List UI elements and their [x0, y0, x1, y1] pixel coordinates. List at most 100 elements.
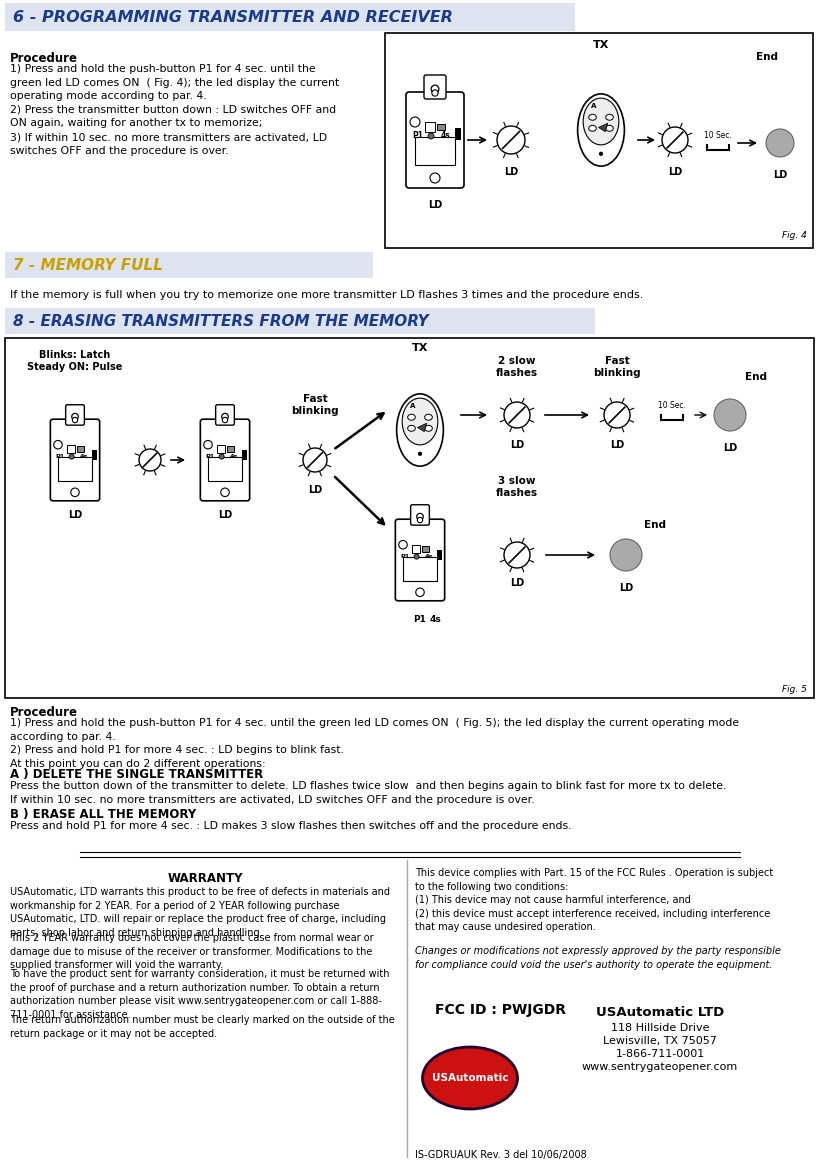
- Bar: [227, 447, 233, 452]
- FancyBboxPatch shape: [201, 419, 250, 501]
- Circle shape: [418, 517, 423, 523]
- Bar: [208, 457, 242, 481]
- Circle shape: [599, 152, 603, 156]
- Circle shape: [303, 448, 327, 471]
- Circle shape: [418, 452, 422, 456]
- Circle shape: [204, 440, 212, 449]
- Text: Procedure: Procedure: [10, 53, 78, 65]
- Circle shape: [610, 539, 642, 571]
- Text: This device complies with Part. 15 of the FCC Rules . Operation is subject
to th: This device complies with Part. 15 of th…: [415, 868, 773, 932]
- Circle shape: [410, 117, 420, 127]
- Text: LD: LD: [610, 440, 624, 450]
- FancyBboxPatch shape: [215, 405, 234, 425]
- FancyBboxPatch shape: [50, 419, 100, 501]
- Text: 118 Hillside Drive: 118 Hillside Drive: [611, 1023, 709, 1033]
- Bar: [403, 558, 437, 581]
- Circle shape: [219, 454, 224, 459]
- Ellipse shape: [396, 394, 443, 466]
- Text: Fig. 5: Fig. 5: [782, 685, 807, 694]
- Text: LD: LD: [773, 170, 787, 180]
- Text: Fig. 4: Fig. 4: [782, 231, 807, 239]
- Circle shape: [504, 541, 530, 568]
- Text: LD: LD: [428, 200, 442, 210]
- Ellipse shape: [589, 114, 596, 120]
- Text: 10 Sec.: 10 Sec.: [704, 131, 732, 140]
- Circle shape: [431, 85, 439, 93]
- Text: LD: LD: [723, 443, 737, 453]
- Bar: [58, 457, 92, 481]
- Bar: [422, 546, 428, 552]
- Circle shape: [432, 90, 438, 96]
- Text: LD: LD: [667, 167, 682, 177]
- Text: 3 slow
flashes: 3 slow flashes: [496, 476, 538, 498]
- Text: 4s: 4s: [80, 454, 88, 459]
- Circle shape: [399, 540, 407, 548]
- Ellipse shape: [606, 125, 613, 131]
- Circle shape: [222, 418, 228, 422]
- Circle shape: [70, 488, 79, 496]
- Text: 2 slow
flashes: 2 slow flashes: [496, 356, 538, 378]
- FancyBboxPatch shape: [396, 519, 445, 601]
- Ellipse shape: [408, 425, 415, 432]
- Text: If the memory is full when you try to memorize one more transmitter LD flashes 3: If the memory is full when you try to me…: [10, 291, 644, 300]
- Text: Fast
blinking: Fast blinking: [593, 356, 640, 378]
- Text: www.sentrygateopener.com: www.sentrygateopener.com: [581, 1062, 738, 1072]
- Text: Steady ON: Pulse: Steady ON: Pulse: [27, 362, 123, 372]
- Text: LD: LD: [308, 485, 322, 495]
- Text: WARRANTY: WARRANTY: [167, 872, 242, 885]
- Text: End: End: [644, 520, 666, 530]
- Bar: [5, 308, 595, 334]
- Text: P1: P1: [400, 554, 410, 559]
- Ellipse shape: [606, 114, 613, 120]
- Text: The return authorization number must be clearly marked on the outside of the
ret: The return authorization number must be …: [10, 1015, 395, 1039]
- Text: LD: LD: [619, 584, 633, 593]
- Ellipse shape: [425, 414, 432, 420]
- Text: 1) Press and hold the push-button P1 for 4 sec. until the
green led LD comes ON : 1) Press and hold the push-button P1 for…: [10, 64, 339, 155]
- Circle shape: [221, 488, 229, 496]
- Circle shape: [662, 127, 688, 153]
- Text: USAutomatic: USAutomatic: [432, 1072, 509, 1083]
- Text: 1) Press and hold the push-button P1 for 4 sec. until the green led LD comes ON : 1) Press and hold the push-button P1 for…: [10, 718, 739, 769]
- Bar: [425, 123, 435, 132]
- Circle shape: [416, 588, 424, 596]
- Polygon shape: [599, 124, 608, 132]
- Text: Blinks: Latch: Blinks: Latch: [39, 350, 111, 359]
- Text: IS-GDRUAUK Rev. 3 del 10/06/2008: IS-GDRUAUK Rev. 3 del 10/06/2008: [415, 1149, 586, 1160]
- Text: P1: P1: [412, 132, 423, 140]
- Text: A: A: [591, 103, 597, 110]
- Bar: [5, 4, 575, 32]
- Text: Procedure: Procedure: [10, 706, 78, 719]
- Ellipse shape: [589, 125, 596, 131]
- Text: Press and hold P1 for more 4 sec. : LD makes 3 slow flashes then switches off an: Press and hold P1 for more 4 sec. : LD m…: [10, 822, 572, 831]
- Text: LD: LD: [504, 167, 518, 177]
- Text: Fast
blinking: Fast blinking: [292, 394, 339, 415]
- Bar: [66, 445, 75, 453]
- Text: Press the button down of the transmitter to delete. LD flashes twice slow  and t: Press the button down of the transmitter…: [10, 781, 726, 804]
- Circle shape: [69, 454, 75, 459]
- Circle shape: [139, 449, 161, 471]
- Text: End: End: [756, 53, 778, 62]
- Circle shape: [604, 401, 630, 428]
- Ellipse shape: [423, 1047, 518, 1109]
- Circle shape: [72, 413, 79, 420]
- Text: B ) ERASE ALL THE MEMORY: B ) ERASE ALL THE MEMORY: [10, 808, 197, 822]
- Circle shape: [72, 418, 78, 422]
- Ellipse shape: [402, 398, 438, 445]
- FancyBboxPatch shape: [406, 92, 464, 188]
- Bar: [5, 338, 814, 698]
- Circle shape: [417, 513, 423, 520]
- Bar: [77, 447, 84, 452]
- Circle shape: [714, 399, 746, 431]
- Text: P1: P1: [56, 454, 65, 459]
- Text: FCC ID : PWJGDR: FCC ID : PWJGDR: [435, 1002, 566, 1016]
- Circle shape: [428, 133, 434, 139]
- FancyBboxPatch shape: [424, 75, 446, 99]
- Bar: [242, 449, 247, 460]
- Bar: [437, 124, 445, 130]
- Text: A: A: [410, 404, 416, 410]
- Text: LD: LD: [510, 440, 524, 450]
- Polygon shape: [418, 424, 427, 432]
- Bar: [455, 128, 461, 140]
- Bar: [5, 252, 373, 278]
- Text: This 2 YEAR warranty does not cover the plastic case from normal wear or
damage : This 2 YEAR warranty does not cover the …: [10, 932, 373, 970]
